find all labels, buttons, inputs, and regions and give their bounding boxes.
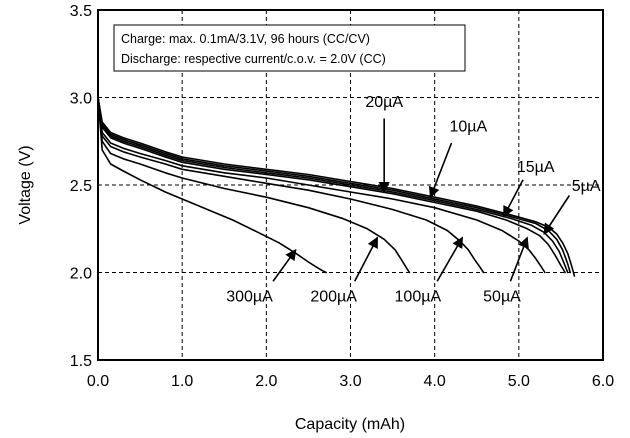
annotation-label-15ua: 15µA	[517, 159, 555, 176]
x-tick-label-5: 5.0	[508, 373, 530, 390]
series-line-20ua	[97, 96, 566, 274]
x-tick-label-1: 1.0	[171, 373, 193, 390]
x-tick-label-4: 4.0	[424, 373, 446, 390]
legend-line-charge: Charge: max. 0.1mA/3.1V, 96 hours (CC/CV…	[121, 32, 370, 46]
annotation-arrow-100ua	[436, 236, 464, 282]
y-tick-label-1: 2.0	[70, 266, 92, 283]
annotation-arrow-10ua	[428, 142, 453, 199]
series-line-200ua	[97, 96, 411, 274]
x-axis-label: Capacity (mAh)	[295, 416, 405, 433]
discharge-curves	[97, 96, 576, 277]
annotation-label-50ua: 50µA	[483, 288, 521, 305]
x-tick-label-0: 0.0	[87, 373, 109, 390]
legend-frame	[113, 24, 466, 72]
annotation-label-100ua: 100µA	[395, 288, 442, 305]
x-tick-label-6: 6.0	[592, 373, 614, 390]
x-tick-label-2: 2.0	[255, 373, 277, 390]
series-line-300ua	[97, 96, 327, 274]
annotation-label-10ua: 10µA	[449, 119, 487, 136]
annotation-arrows	[272, 118, 571, 282]
annotation-arrow-300ua	[272, 248, 297, 282]
series-line-5ua	[97, 96, 576, 277]
annotation-arrow-15ua	[502, 179, 524, 218]
series-line-100ua	[97, 96, 485, 274]
annotation-arrow-50ua	[509, 236, 529, 282]
annotation-arrow-5ua	[543, 195, 571, 235]
annotation-label-5ua: 5µA	[572, 178, 601, 195]
y-tick-label-2: 2.5	[70, 178, 92, 195]
tick-labels: 0.0 1.0 2.0 3.0 4.0 5.0 6.0 1.5 2.0 2.5 3.0 3.5	[70, 3, 614, 390]
legend-line-discharge: Discharge: respective current/c.o.v. = 2…	[121, 52, 386, 66]
annotation-labels: 5µA 15µA 10µA 20µA 300µA 200µA 100µA 50µA	[226, 94, 601, 305]
annotation-arrow-200ua	[353, 236, 379, 282]
y-tick-label-3: 3.0	[70, 91, 92, 108]
legend-box: Charge: max. 0.1mA/3.1V, 96 hours (CC/CV…	[113, 24, 466, 72]
y-tick-label-4: 3.5	[70, 3, 92, 20]
y-tick-label-0: 1.5	[70, 353, 92, 370]
series-line-10ua	[97, 96, 571, 274]
annotation-label-20ua: 20µA	[365, 94, 403, 111]
x-tick-label-3: 3.0	[339, 373, 361, 390]
annotation-label-300ua: 300µA	[226, 288, 273, 305]
annotation-label-200ua: 200µA	[310, 288, 357, 305]
series-line-15ua	[97, 96, 569, 274]
plot-frame	[97, 9, 604, 361]
y-axis-label: Voltage (V)	[17, 145, 34, 224]
